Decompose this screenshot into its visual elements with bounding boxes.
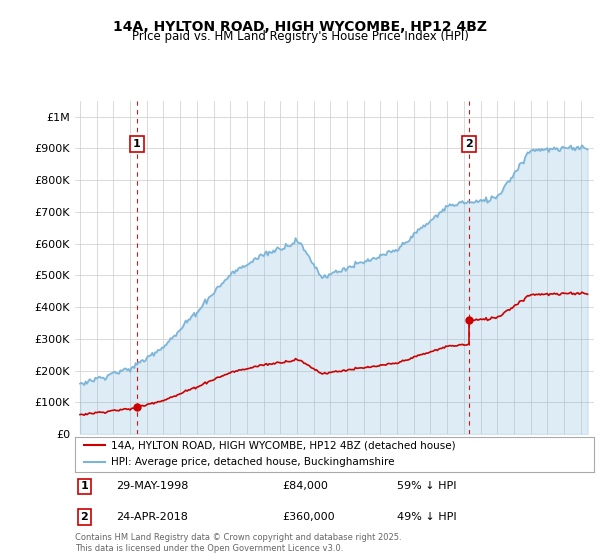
Text: 49% ↓ HPI: 49% ↓ HPI <box>397 512 457 522</box>
Text: Contains HM Land Registry data © Crown copyright and database right 2025.
This d: Contains HM Land Registry data © Crown c… <box>75 533 401 553</box>
Text: 14A, HYLTON ROAD, HIGH WYCOMBE, HP12 4BZ: 14A, HYLTON ROAD, HIGH WYCOMBE, HP12 4BZ <box>113 20 487 34</box>
Text: 29-MAY-1998: 29-MAY-1998 <box>116 482 189 491</box>
Text: £360,000: £360,000 <box>283 512 335 522</box>
Text: HPI: Average price, detached house, Buckinghamshire: HPI: Average price, detached house, Buck… <box>112 458 395 468</box>
Text: 2: 2 <box>465 139 473 149</box>
Text: 59% ↓ HPI: 59% ↓ HPI <box>397 482 456 491</box>
Text: 2: 2 <box>80 512 88 522</box>
Text: Price paid vs. HM Land Registry's House Price Index (HPI): Price paid vs. HM Land Registry's House … <box>131 30 469 43</box>
Text: 1: 1 <box>133 139 141 149</box>
Text: 1: 1 <box>80 482 88 491</box>
Text: 14A, HYLTON ROAD, HIGH WYCOMBE, HP12 4BZ (detached house): 14A, HYLTON ROAD, HIGH WYCOMBE, HP12 4BZ… <box>112 440 456 450</box>
Text: 24-APR-2018: 24-APR-2018 <box>116 512 188 522</box>
Text: £84,000: £84,000 <box>283 482 328 491</box>
